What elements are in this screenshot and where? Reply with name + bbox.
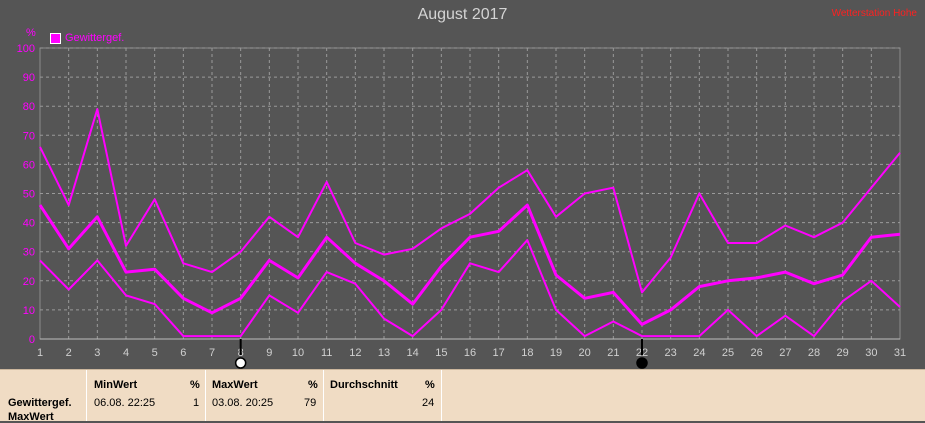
x-tick-label: 30 [865,347,877,359]
x-tick-label: 12 [349,347,361,359]
y-tick-label: 90 [23,72,35,84]
max-unit: % [308,379,318,391]
stats-panel: Gewittergef. MaxWert MinWert % 06.08. 22… [0,369,925,423]
series-line-avg [38,203,901,326]
x-tick-label: 24 [693,347,705,359]
y-tick-label: 10 [23,305,35,317]
legend-swatch [50,32,61,44]
y-tick-label: 100 [17,43,35,55]
x-tick-label: 21 [607,347,619,359]
max-date: 03.08. 20:25 [212,397,274,409]
station-label: Wetterstation Hohe [831,8,917,19]
x-tick-label: 15 [435,347,447,359]
chart-canvas: 0102030405060708090100%12345678910111213… [17,27,906,369]
min-header: MinWert [94,379,138,391]
x-tick-label: 27 [779,347,791,359]
stats-row-label: Gewittergef. [8,397,72,409]
stats-avg-cell: Durchschnitt % 24 [324,370,442,421]
y-tick-label: 70 [23,130,35,142]
x-tick-label: 26 [751,347,763,359]
stats-min-cell: MinWert % 06.08. 22:25 1 [87,370,206,421]
stats-max-cell: MaxWert % 03.08. 20:25 79 [206,370,324,421]
max-value: 79 [304,397,317,409]
series-line-max [39,108,901,294]
x-tick-label: 10 [292,347,304,359]
max-header: MaxWert [212,379,258,391]
x-tick-label: 29 [837,347,849,359]
moon-full-icon [234,357,247,369]
y-tick-label: 0 [29,334,35,346]
x-tick-label: 14 [407,347,419,359]
y-tick-label: 40 [23,218,35,230]
x-tick-label: 20 [579,347,591,359]
avg-unit: % [425,379,435,391]
avg-header: Durchschnitt [330,379,398,391]
y-tick-label: 60 [23,159,35,171]
x-tick-label: 25 [722,347,734,359]
x-tick-label: 23 [665,347,677,359]
min-date: 06.08. 22:25 [94,397,156,409]
x-tick-label: 4 [123,347,129,359]
y-tick-label: 30 [23,247,35,259]
x-tick-label: 9 [266,347,272,359]
moon-new-icon [636,357,648,369]
y-tick-label: 20 [23,276,35,288]
x-tick-label: 31 [894,347,906,359]
chart-title: August 2017 [417,6,508,23]
x-tick-label: 3 [94,347,100,359]
x-tick-label: 7 [209,347,215,359]
x-tick-label: 11 [321,347,332,359]
series-line-min [39,239,901,338]
x-tick-label: 16 [464,347,476,359]
y-tick-label: 50 [23,189,35,201]
stats-rowlabel-cell: Gewittergef. MaxWert [0,370,87,423]
legend: Gewittergef. [50,32,124,44]
x-tick-label: 17 [493,347,505,359]
x-tick-label: 2 [66,347,72,359]
x-tick-label: 6 [180,347,186,359]
y-axis-unit: % [26,27,36,39]
x-tick-label: 18 [521,347,533,359]
x-tick-label: 28 [808,347,820,359]
x-tick-label: 19 [550,347,562,359]
min-value: 1 [193,397,200,409]
stats-row-label-2: MaxWert [8,411,54,423]
avg-value: 24 [422,397,435,409]
legend-label: Gewittergef. [65,32,125,44]
y-tick-label: 80 [23,101,35,113]
min-unit: % [190,379,200,391]
x-tick-label: 5 [152,347,158,359]
x-tick-label: 13 [378,347,390,359]
x-tick-label: 1 [37,347,43,359]
